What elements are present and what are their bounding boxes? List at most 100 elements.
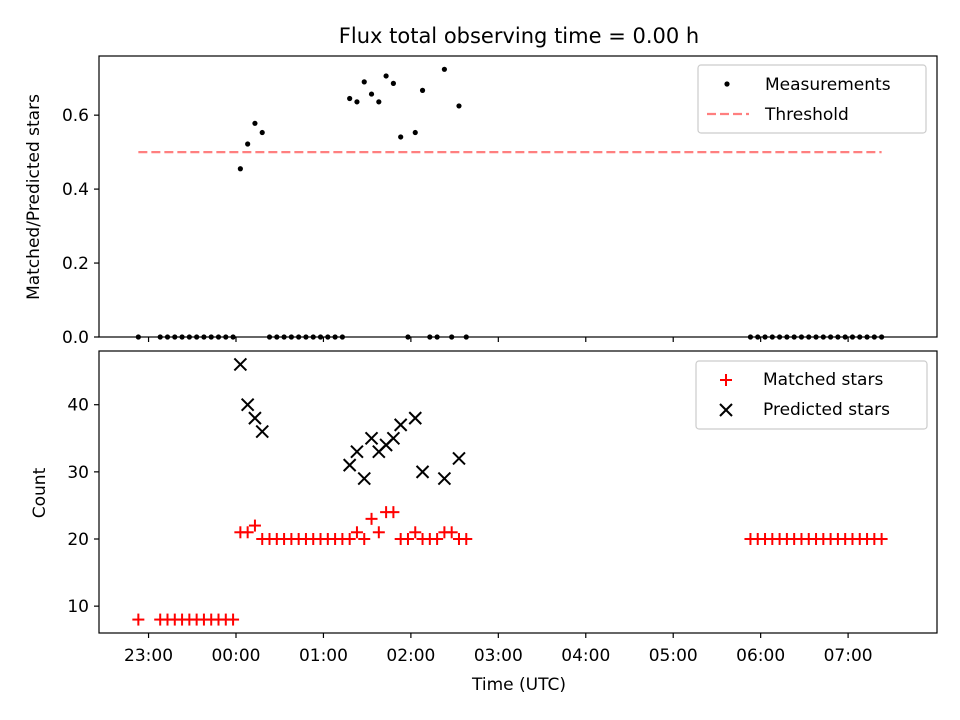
x-stroke-b	[342, 458, 357, 472]
measurement-point	[398, 134, 404, 140]
matched-star-point	[358, 533, 371, 545]
x-stroke-b	[386, 431, 401, 445]
matched-star-point	[365, 512, 378, 525]
measurement-point	[456, 103, 462, 109]
x-tick-label: 06:00	[736, 646, 785, 666]
measurement-point	[368, 91, 375, 97]
ratio-y-tick-label: 0.0	[62, 328, 89, 348]
measurement-point	[245, 141, 251, 147]
matched-star-point	[387, 506, 400, 519]
predicted-star-point	[233, 357, 248, 372]
x-stroke-b	[415, 465, 430, 479]
count-legend-box	[695, 360, 928, 430]
x-tick-label: 23:00	[124, 646, 173, 666]
chart-title: Flux total observing time = 0.00 h	[339, 24, 699, 48]
measurement-point	[361, 79, 367, 85]
legend-predicted-marker	[719, 403, 733, 417]
matched-star-point	[875, 533, 888, 545]
matched-star-point	[248, 519, 261, 532]
matched-star-point	[409, 526, 422, 539]
legend-threshold-label: Threshold	[764, 105, 849, 125]
measurement-point	[390, 80, 396, 86]
predicted-star-point	[386, 431, 401, 445]
predicted-star-point	[240, 398, 255, 412]
ratio-y-axis-label: Matched/Predicted stars	[24, 94, 44, 300]
matched-star-point	[431, 533, 444, 545]
x-stroke-b	[248, 411, 262, 425]
x-tick-label: 01:00	[299, 646, 348, 666]
matched-star-point	[343, 533, 356, 545]
count-y-tick-label: 40	[67, 396, 89, 416]
matched-star-point	[372, 526, 385, 539]
x-stroke-b	[364, 431, 379, 445]
count-panel: 10 20 30 40 23:00 00:00 01:00 02:00 03:00 04:00 0…	[30, 350, 938, 695]
x-stroke-b	[408, 411, 422, 425]
measurement-point	[259, 129, 265, 136]
predicted-star-point	[357, 471, 371, 486]
ratio-y-tick-label: 0.2	[62, 254, 89, 274]
matched-star-point	[445, 526, 458, 539]
matched-star-point	[132, 613, 145, 626]
measurement-point	[441, 66, 448, 72]
ratio-legend-box	[697, 64, 927, 134]
count-y-tick-label: 20	[67, 530, 89, 550]
ratio-panel: 0.0 0.2 0.4 0.6 Matched/Predicted stars Mea…	[24, 55, 938, 348]
matched-star-point	[227, 613, 240, 626]
predicted-star-point	[255, 424, 269, 439]
ratio-y-ticks: 0.0 0.2 0.4 0.6	[62, 106, 99, 348]
legend-measurements-label: Measurements	[765, 75, 891, 95]
legend-predicted-label: Predicted stars	[763, 400, 890, 420]
count-y-ticks: 10 20 30 40	[67, 396, 99, 617]
x-tick-label: 00:00	[211, 646, 260, 666]
ratio-y-tick-label: 0.6	[62, 106, 89, 126]
x-stroke-b	[437, 471, 452, 486]
count-axes-frame	[98, 350, 938, 634]
x-stroke-b	[357, 471, 371, 486]
count-legend: Matched stars Predicted stars	[695, 360, 928, 430]
measurement-point	[383, 73, 389, 79]
ratio-x-ticks	[147, 337, 849, 342]
x-tick-label: 07:00	[824, 646, 873, 666]
predicted-star-point	[452, 451, 466, 466]
matched-star-point	[241, 526, 254, 539]
x-stroke-b	[350, 445, 364, 459]
predicted-star-point	[437, 471, 452, 486]
measurement-point	[419, 87, 426, 93]
x-tick-label: 04:00	[561, 646, 610, 666]
count-y-axis-label: Count	[30, 467, 50, 518]
x-tick-label: 05:00	[649, 646, 698, 666]
count-y-tick-label: 10	[67, 597, 89, 617]
measurement-point	[252, 120, 258, 126]
x-tick-label: 02:00	[386, 646, 435, 666]
measurement-point	[237, 166, 243, 172]
legend-matched-label: Matched stars	[763, 370, 883, 390]
measurement-point	[347, 95, 353, 102]
count-marks	[132, 357, 888, 626]
x-stroke-b	[393, 418, 408, 432]
predicted-star-point	[364, 431, 379, 445]
predicted-star-point	[248, 411, 262, 425]
legend-matched-marker	[720, 374, 732, 386]
measurement-point	[376, 99, 382, 105]
x-stroke-b	[240, 398, 255, 412]
ratio-y-tick-label: 0.4	[62, 180, 89, 200]
ratio-legend: Measurements Threshold	[697, 64, 927, 134]
x-stroke-b	[255, 424, 269, 439]
count-x-ticks: 23:00 00:00 01:00 02:00 03:00 04:00 05:00 06:00…	[124, 633, 873, 666]
matched-star-point	[460, 533, 473, 545]
ratio-axes-frame	[98, 55, 938, 338]
predicted-star-point	[342, 458, 357, 472]
predicted-star-point	[408, 411, 422, 425]
predicted-star-point	[415, 465, 430, 479]
x-axis-label: Time (UTC)	[471, 675, 566, 695]
predicted-star-point	[393, 418, 408, 432]
predicted-star-point	[350, 445, 364, 459]
x-tick-label: 03:00	[474, 646, 523, 666]
measurement-point	[354, 99, 360, 105]
matched-star-point	[350, 526, 363, 539]
matched-star-point	[401, 533, 414, 545]
measurement-point	[412, 129, 418, 136]
legend-measurements-marker	[724, 81, 730, 87]
x-stroke-b	[452, 451, 466, 466]
